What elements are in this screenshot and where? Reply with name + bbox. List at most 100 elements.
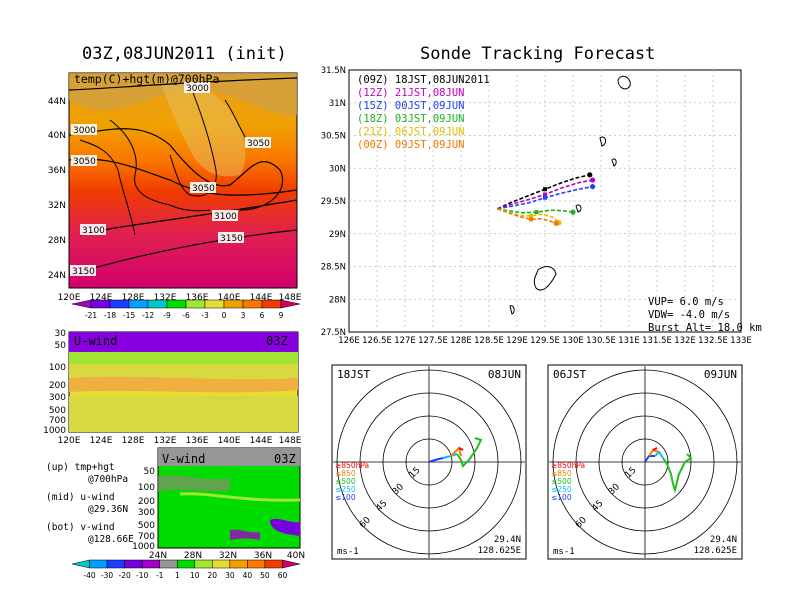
left-title: 03Z,08JUN2011 (init) [82, 44, 287, 64]
vwind-lat-tick: 36N [254, 551, 272, 561]
track-marker [529, 214, 533, 219]
colorbar-tick: 0 [222, 311, 227, 320]
uwind-lon-tick: 136E [186, 436, 209, 446]
track-marker [543, 187, 547, 192]
colorbar-cell [261, 299, 282, 309]
vwind-p-tick: 50 [144, 467, 156, 477]
track-marker [543, 192, 547, 197]
colorbar-tick: 1 [175, 571, 180, 580]
hodo-level: ≤850 [551, 469, 572, 478]
track-lat-tick: 29.5N [321, 197, 346, 207]
track-marker [529, 217, 533, 222]
colorbar-tick: -20 [118, 571, 130, 580]
legend-entry: (12Z) 21JST,08JUN [357, 87, 465, 99]
contour-label: 3050 [73, 157, 96, 167]
vwind-p-tick: 1000 [132, 542, 155, 552]
legend-entry: (18Z) 03JST,09JUN [357, 113, 465, 125]
lat-tick-40n: 40N [48, 131, 66, 141]
track-endpoint [590, 177, 596, 183]
lon-tick-140e: 140E [218, 293, 241, 303]
contour-label: 3000 [73, 126, 96, 136]
hodo-date: 09JUN [704, 368, 737, 381]
track-lon-tick: 128.5E [474, 336, 504, 346]
colorbar-tick: 30 [225, 571, 235, 580]
colorbar-cell [185, 299, 206, 309]
legend-entry: (15Z) 00JST,09JUN [357, 100, 465, 112]
temp-map: 44N 40N 36N 32N 28N 24N 120E 124E 128E 1… [48, 72, 302, 303]
track-lat-tick: 28N [329, 295, 346, 305]
track-params: VUP= 6.0 m/s VDW= -4.0 m/s Burst Alt= 18… [648, 296, 762, 335]
notes: (up) tmp+hgt @700hPa (mid) u-wind @29.36… [46, 462, 134, 546]
track-line [497, 208, 560, 224]
track-lon-tick: 132E [674, 336, 696, 346]
colorbar-cell [141, 559, 160, 569]
hodo-unit: ms-1 [553, 547, 575, 557]
hodo-trace [662, 453, 693, 494]
note-line: (mid) u-wind [46, 492, 115, 503]
param-burst: Burst Alt= 18.0 km [648, 322, 762, 334]
hodo-trace [456, 437, 483, 468]
hodo-level: ≥850hPa [551, 461, 585, 470]
contour-label: 3150 [72, 267, 95, 277]
hodo-trace [450, 446, 462, 457]
hodo-time: 18JST [337, 368, 370, 381]
colorbar-cell [71, 299, 92, 309]
colorbar-tick: -3 [201, 311, 209, 320]
uwind-panel: 30 50 100 200 300 500 700 1000 120E 124E… [43, 329, 302, 446]
track-lat-tick: 29N [329, 230, 346, 240]
lat-tick-32n: 32N [48, 201, 66, 211]
contour-label: 3000 [186, 84, 209, 94]
colorbar-tick: -6 [182, 311, 190, 320]
colorbar-tick: 6 [260, 311, 265, 320]
hodo-lon: 128.625E [478, 546, 521, 556]
vwind-lat-tick: 28N [184, 551, 202, 561]
uwind-lon-tick: 148E [279, 436, 302, 446]
hodo-level: ≤250 [551, 485, 572, 494]
wind-colorbar: -40 -30 -20 -10 -1 1 10 20 30 40 50 60 [71, 559, 301, 580]
hodo-level: ≤500 [551, 477, 572, 486]
uwind-lon-tick: 132E [154, 436, 177, 446]
colorbar-cell [109, 299, 130, 309]
vwind-p-tick: 500 [138, 521, 155, 531]
vwind-p-tick: 100 [138, 483, 155, 493]
hodo-trace [428, 457, 444, 463]
colorbar-tick: -30 [101, 571, 113, 580]
vwind-time: 03Z [274, 452, 296, 466]
temp-colorbar: -21 -18 -15 -12 -9 -6 -3 0 3 6 9 [71, 299, 301, 320]
lon-tick-136e: 136E [186, 293, 209, 303]
uwind-p-tick: 500 [49, 406, 66, 416]
colorbar-tick: -9 [163, 311, 171, 320]
track-lon-tick: 130.5E [586, 336, 616, 346]
colorbar-cell [147, 299, 168, 309]
hodo-lat: 29.4N [494, 535, 521, 545]
track-lon-tick: 127.5E [418, 336, 448, 346]
lon-tick-132e: 132E [154, 293, 177, 303]
track-lat-tick: 30.5N [321, 132, 346, 142]
track-line [497, 208, 557, 225]
right-title: Sonde Tracking Forecast [420, 44, 656, 64]
lon-tick-120e: 120E [58, 293, 81, 303]
uwind-lon-tick: 128E [122, 436, 145, 446]
track-map: 126E 126.5E 127E 127.5E 128E 128.5E 129E 129.5E… [321, 66, 752, 346]
uwind-time: 03Z [266, 334, 288, 348]
lat-tick-28n: 28N [48, 236, 66, 246]
colorbar-tick: -15 [123, 311, 135, 320]
hodo-time: 06JST [553, 368, 586, 381]
uwind-p-tick: 1000 [43, 426, 66, 436]
uwind-p-tick: 700 [49, 416, 66, 426]
map-label: temp(C)+hgt(m)@700hPa [74, 72, 220, 86]
contour-label: 3100 [82, 226, 105, 236]
uwind-label: U-wind [74, 334, 118, 348]
colorbar-tick: -40 [83, 571, 95, 580]
uwind-lon-tick: 120E [58, 436, 81, 446]
uwind-lon-tick: 124E [90, 436, 113, 446]
colorbar-cell [264, 559, 283, 569]
colorbar-cell [106, 559, 125, 569]
colorbar-cell [90, 299, 111, 309]
lat-tick-36n: 36N [48, 166, 66, 176]
colorbar-cell [242, 299, 263, 309]
track-lat-tick: 27.5N [321, 328, 346, 338]
colorbar-cell [194, 559, 213, 569]
note-line: @29.36N [88, 504, 129, 515]
